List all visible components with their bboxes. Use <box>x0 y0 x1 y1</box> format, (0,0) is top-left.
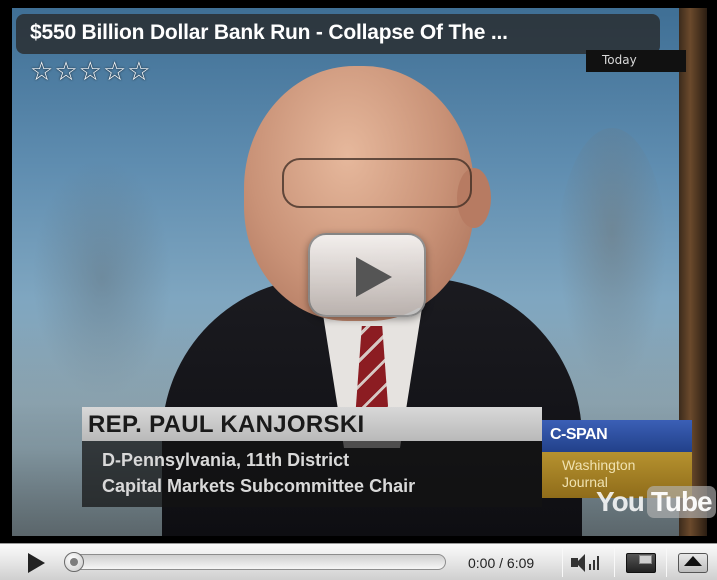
chyron-detail-box: D-Pennsylvania, 11th District Capital Ma… <box>82 441 542 507</box>
play-button[interactable] <box>24 552 46 574</box>
divider <box>666 548 667 577</box>
show-name-line2: Journal <box>562 474 608 490</box>
fullscreen-icon-arrow <box>684 556 702 566</box>
control-bar: 0:00 / 6:09 <box>0 543 717 580</box>
network-logo-box: C-SPAN <box>542 420 692 452</box>
star-icon[interactable]: ☆ <box>127 57 151 87</box>
volume-level-bar <box>593 560 595 570</box>
youtube-watermark[interactable]: You Tube <box>596 486 716 518</box>
star-icon[interactable]: ☆ <box>54 57 78 87</box>
play-icon <box>28 553 45 573</box>
scrubber-handle[interactable] <box>64 552 84 572</box>
time-display: 0:00 / 6:09 <box>468 555 535 571</box>
star-rating[interactable]: ☆ ☆ ☆ ☆ ☆ <box>30 57 151 87</box>
big-play-button[interactable] <box>308 233 426 317</box>
volume-icon-cone <box>576 554 585 572</box>
speaker-glasses <box>282 158 472 208</box>
star-icon[interactable]: ☆ <box>78 57 102 87</box>
volume-icon <box>571 558 578 567</box>
title-bar[interactable]: $550 Billion Dollar Bank Run - Collapse … <box>16 14 660 54</box>
volume-level-bar <box>589 564 591 570</box>
watermark-you: You <box>596 486 645 517</box>
watermark-tube: Tube <box>646 486 716 518</box>
fullscreen-button[interactable] <box>676 551 710 575</box>
show-name-line1: Washington <box>562 457 636 473</box>
star-icon[interactable]: ☆ <box>102 57 127 87</box>
chyron-name-bar: REP. PAUL KANJORSKI <box>82 407 542 441</box>
play-icon <box>356 257 392 297</box>
chyron-name: REP. PAUL KANJORSKI <box>88 411 365 438</box>
volume-level-bar <box>597 556 599 570</box>
progress-bar[interactable] <box>66 554 446 570</box>
volume-button[interactable] <box>568 552 604 574</box>
star-icon[interactable]: ☆ <box>30 57 54 87</box>
network-tag: Today <box>586 50 686 72</box>
divider <box>562 548 563 577</box>
size-toggle-button[interactable] <box>624 551 658 575</box>
divider <box>614 548 615 577</box>
chyron-line-role: Capital Markets Subcommittee Chair <box>102 476 416 496</box>
network-logo: C-SPAN <box>550 426 608 443</box>
chyron-line-district: D-Pennsylvania, 11th District <box>102 450 350 470</box>
video-title[interactable]: $550 Billion Dollar Bank Run - Collapse … <box>30 21 508 44</box>
normal-size-icon-inset <box>639 555 652 564</box>
